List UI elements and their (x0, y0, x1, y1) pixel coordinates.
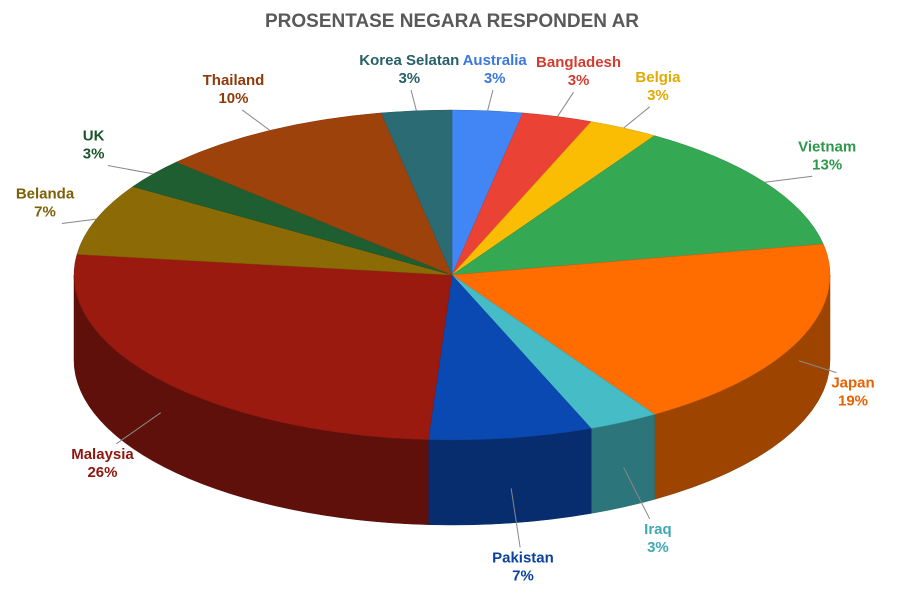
slice-label: Thailand (203, 72, 265, 89)
slice-label: Vietnam (798, 138, 856, 155)
slice-value-label: 3% (83, 146, 105, 163)
slice-value-label: 3% (647, 87, 669, 104)
slice-value-label: 10% (218, 90, 248, 107)
leader-line (61, 218, 97, 224)
leader-line (410, 89, 417, 111)
leader-line (510, 488, 521, 548)
chart-title: PROSENTASE NEGARA RESPONDEN AR (265, 11, 639, 32)
slice-value-label: 3% (568, 72, 590, 89)
slice-value-label: 7% (512, 568, 534, 585)
leader-line (116, 412, 162, 445)
slice-value-label: 19% (838, 393, 868, 410)
slice-label: Iraq (644, 521, 672, 538)
leader-line (798, 360, 837, 374)
leader-line (487, 89, 494, 111)
leader-line (241, 109, 271, 131)
slice-label: Malaysia (71, 446, 134, 463)
leader-line (107, 165, 154, 175)
slice-value-label: 26% (87, 464, 117, 481)
slice (175, 112, 453, 276)
slice-label: Bangladesh (536, 54, 621, 71)
slice (76, 186, 453, 276)
sides (73, 274, 831, 526)
slice-label: Belanda (16, 185, 75, 202)
slice-label: UK (83, 128, 105, 145)
leader-line (623, 467, 651, 520)
slice-value-label: 7% (34, 203, 56, 220)
tops (73, 109, 831, 441)
leader-line (764, 175, 813, 183)
slice-value-label: 13% (812, 156, 842, 173)
slice-value-label: 3% (647, 539, 669, 556)
slice-label: Korea Selatan (359, 52, 459, 69)
slice (73, 254, 453, 440)
slice (427, 274, 592, 441)
leader-line (623, 106, 651, 129)
slice-label: Japan (831, 375, 874, 392)
slice (451, 243, 831, 415)
slice-side (428, 428, 592, 526)
slice-label: Pakistan (492, 550, 554, 567)
slice (380, 109, 453, 276)
slice-value-label: 3% (398, 70, 420, 87)
slice-label: Belgia (635, 69, 681, 86)
slice-side (590, 413, 655, 514)
leader-line (557, 91, 574, 117)
slice-label: Australia (463, 52, 528, 69)
slice-value-label: 3% (484, 70, 506, 87)
